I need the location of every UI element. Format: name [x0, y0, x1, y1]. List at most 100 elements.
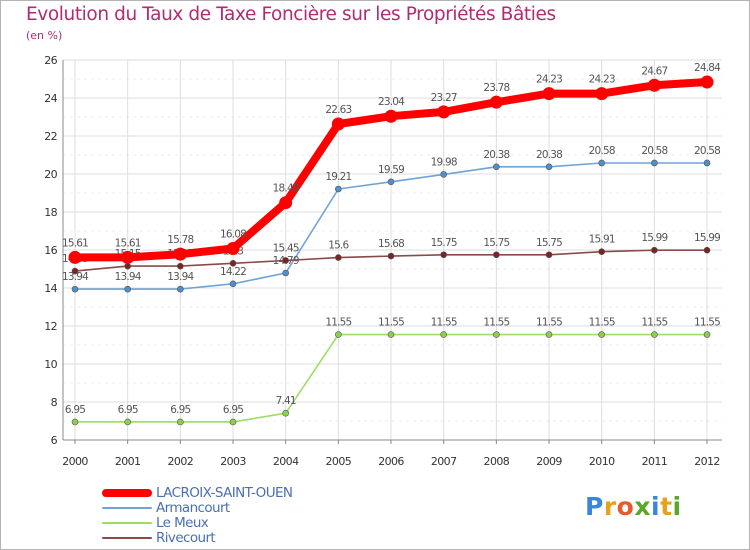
data-label-armancourt: 20.58 [589, 145, 615, 157]
data-point-armancourt [545, 163, 553, 171]
y-tick-label: 10 [44, 358, 57, 371]
data-point-le-meux [703, 331, 711, 338]
legend-swatch [102, 537, 152, 539]
logo-letter: x [634, 492, 651, 521]
data-label-le-meux: 7.41 [276, 395, 296, 407]
data-point-rivecourt [124, 262, 131, 270]
legend-label: LACROIX-SAINT-OUEN [156, 485, 293, 501]
data-point-armancourt [282, 269, 289, 277]
legend-swatch [102, 522, 152, 524]
x-tick-label: 2012 [694, 455, 720, 468]
data-point-lacroix-saint-ouen [68, 250, 82, 264]
data-label-lacroix-saint-ouen: 24.84 [694, 62, 721, 74]
data-label-lacroix-saint-ouen: 22.63 [325, 104, 351, 116]
logo-letter: P [585, 492, 604, 521]
x-tick-label: 2006 [378, 455, 404, 468]
data-label-armancourt: 20.38 [483, 149, 509, 161]
data-point-armancourt [71, 285, 79, 293]
data-point-lacroix-saint-ouen [331, 117, 345, 131]
proxiti-logo: Proxiti [585, 492, 682, 521]
data-point-lacroix-saint-ouen [542, 87, 556, 101]
y-tick-label: 6 [51, 434, 58, 447]
data-label-le-meux: 11.55 [641, 317, 667, 329]
y-tick-label: 26 [44, 54, 57, 67]
data-label-le-meux: 11.55 [694, 317, 720, 329]
data-point-rivecourt [229, 259, 237, 267]
data-point-armancourt [493, 163, 500, 171]
x-tick-label: 2003 [220, 455, 246, 468]
data-point-lacroix-saint-ouen [173, 247, 187, 261]
data-point-le-meux [335, 331, 342, 338]
data-label-le-meux: 6.95 [170, 404, 190, 416]
data-point-rivecourt [282, 257, 289, 264]
data-label-lacroix-saint-ouen: 16.08 [220, 228, 246, 240]
data-label-le-meux: 6.95 [118, 404, 138, 416]
data-label-armancourt: 19.21 [325, 171, 351, 183]
data-label-rivecourt: 15.75 [431, 237, 457, 249]
data-point-armancourt [124, 285, 131, 293]
y-tick-label: 20 [44, 168, 57, 181]
data-point-lacroix-saint-ouen [489, 95, 503, 109]
data-label-lacroix-saint-ouen: 15.78 [167, 234, 193, 246]
data-point-rivecourt [703, 246, 711, 254]
x-tick-label: 2011 [642, 455, 668, 468]
logo-letter: r [603, 492, 617, 521]
data-point-le-meux [440, 331, 447, 338]
data-label-armancourt: 13.94 [167, 271, 194, 283]
data-label-armancourt: 14.22 [220, 266, 246, 278]
series-lacroix-saint-ouen: 15.61 15.61 15.78 16.08 18.49 22.63 23.04 23.27… [62, 62, 722, 264]
legend-label: Le Meux [156, 515, 209, 531]
data-point-le-meux [71, 418, 79, 426]
data-label-le-meux: 11.55 [483, 317, 509, 329]
series-armancourt: 13.9413.9413.9414.2214.7919.2119.5919.98… [62, 145, 721, 293]
data-label-rivecourt: 15.45 [273, 242, 299, 254]
x-tick-label: 2008 [484, 455, 510, 468]
legend-label: Armancourt [156, 500, 230, 516]
data-label-le-meux: 11.55 [536, 317, 562, 329]
chart-title: Evolution du Taux de Taxe Foncière sur l… [26, 4, 556, 25]
legend-label: Rivecourt [156, 530, 216, 546]
data-point-armancourt [335, 185, 342, 193]
logo-letter: o [616, 492, 635, 521]
data-point-armancourt [651, 159, 658, 167]
data-label-rivecourt: 15.68 [378, 238, 404, 250]
x-tick-label: 2002 [168, 455, 194, 468]
data-point-rivecourt [387, 252, 395, 260]
data-label-rivecourt: 15.99 [641, 232, 667, 244]
series-le-meux: 6.95 6.95 6.95 6.95 7.41 11.55 11.55 11.55 11.55… [65, 317, 721, 426]
data-label-rivecourt: 15.6 [328, 240, 349, 252]
data-point-rivecourt [545, 251, 553, 259]
data-label-lacroix-saint-ouen: 23.78 [483, 82, 509, 94]
data-point-lacroix-saint-ouen [121, 250, 135, 264]
x-tick-label: 2005 [326, 455, 352, 468]
data-label-armancourt: 19.59 [378, 164, 404, 176]
chart-unit-label: (en %) [26, 29, 63, 42]
data-point-lacroix-saint-ouen [595, 87, 609, 101]
data-label-le-meux: 11.55 [589, 317, 615, 329]
data-label-rivecourt: 15.99 [694, 232, 720, 244]
data-label-le-meux: 11.55 [325, 317, 351, 329]
logo-letter: i [651, 492, 661, 521]
data-point-lacroix-saint-ouen [384, 109, 398, 123]
data-point-armancourt [387, 178, 395, 186]
data-label-le-meux: 11.55 [431, 317, 457, 329]
data-point-armancourt [440, 171, 447, 178]
y-tick-label: 18 [44, 206, 57, 219]
y-tick-label: 22 [44, 130, 57, 143]
x-tick-label: 2007 [431, 455, 457, 468]
data-point-le-meux [651, 331, 658, 338]
y-tick-label: 8 [51, 396, 58, 409]
data-point-le-meux [545, 331, 553, 338]
legend-swatch [102, 489, 152, 497]
data-point-armancourt [703, 159, 711, 167]
data-label-armancourt: 13.94 [115, 271, 142, 283]
data-point-lacroix-saint-ouen [647, 78, 661, 92]
data-point-le-meux [229, 418, 237, 426]
data-label-rivecourt: 15.75 [536, 237, 562, 249]
legend-item-lacroix-saint-ouen: LACROIX-SAINT-OUEN [102, 485, 293, 501]
data-point-lacroix-saint-ouen [700, 75, 714, 89]
data-point-rivecourt [335, 254, 342, 261]
data-label-armancourt: 20.38 [536, 149, 562, 161]
data-point-armancourt [598, 159, 606, 167]
data-label-le-meux: 6.95 [65, 404, 85, 416]
